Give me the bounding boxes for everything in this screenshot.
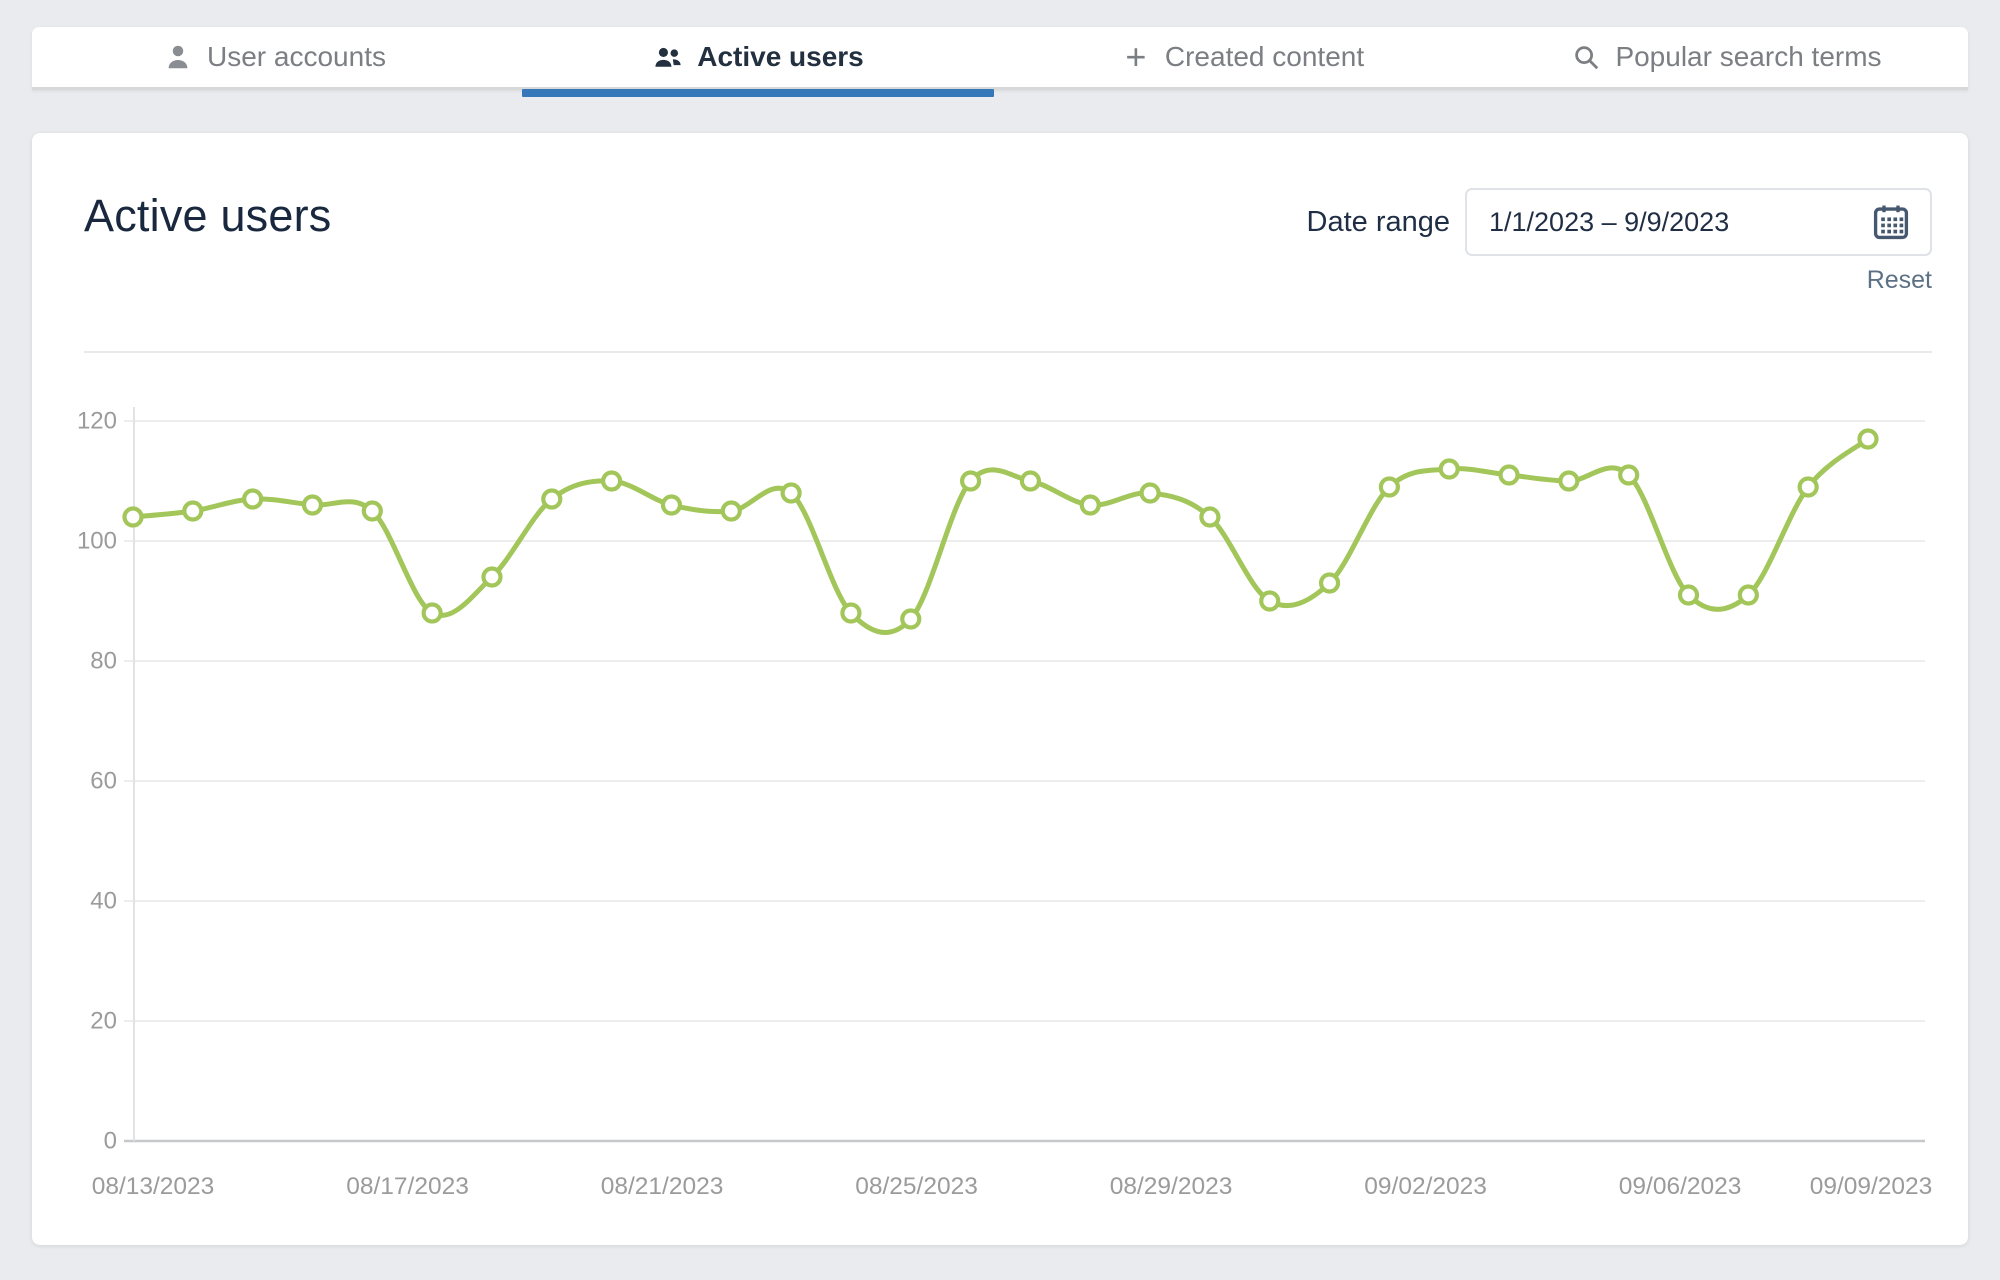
data-point[interactable] <box>421 602 443 624</box>
data-point[interactable] <box>1139 482 1161 504</box>
date-range-input[interactable]: 1/1/2023 – 9/9/2023 <box>1465 188 1932 256</box>
active-users-line-chart: 0 20 40 60 80 100 120 08/13/2023 08/17/2023 08/21… <box>77 407 1933 1200</box>
search-icon <box>1570 41 1602 73</box>
data-point[interactable] <box>1797 476 1819 498</box>
calendar-icon[interactable] <box>1870 201 1912 243</box>
tab-label: Created content <box>1164 41 1365 72</box>
y-axis-tick-label: 80 <box>90 648 117 675</box>
page-title: Active users <box>84 190 332 241</box>
data-point[interactable] <box>361 500 383 522</box>
x-axis-tick-label: 09/06/2023 <box>1619 1173 1742 1200</box>
data-point[interactable] <box>1498 464 1520 486</box>
y-axis-tick-label: 120 <box>77 408 117 435</box>
data-point[interactable] <box>900 608 922 630</box>
data-point[interactable] <box>1737 584 1759 606</box>
tab-created-content[interactable]: + Created content <box>1000 27 1484 87</box>
data-point[interactable] <box>481 566 503 588</box>
x-axis-tick-label: 09/02/2023 <box>1364 1173 1487 1200</box>
data-point[interactable] <box>840 602 862 624</box>
analytics-tabbar: User accounts Active users + Created con… <box>32 27 1968 97</box>
data-point[interactable] <box>1378 476 1400 498</box>
data-point[interactable] <box>1438 458 1460 480</box>
data-point[interactable] <box>541 488 563 510</box>
tab-popular-search-terms[interactable]: Popular search terms <box>1484 27 1968 87</box>
data-point[interactable] <box>1199 506 1221 528</box>
x-axis-tick-label: 08/29/2023 <box>1110 1173 1233 1200</box>
x-axis-tick-label: 08/13/2023 <box>92 1173 215 1200</box>
y-axis-tick-label: 0 <box>104 1128 117 1155</box>
tab-active-users[interactable]: Active users <box>516 27 1000 97</box>
data-point[interactable] <box>959 470 982 492</box>
y-axis-tick-label: 40 <box>90 888 117 915</box>
data-point[interactable] <box>1079 494 1101 516</box>
data-point[interactable] <box>780 482 802 504</box>
tab-label: Active users <box>697 41 864 72</box>
data-point[interactable] <box>182 500 204 522</box>
tab-label: User accounts <box>207 41 386 72</box>
data-point[interactable] <box>601 470 623 492</box>
y-axis-tick-label: 100 <box>77 528 117 555</box>
data-point[interactable] <box>660 494 683 516</box>
user-icon <box>162 41 194 73</box>
date-range-value: 1/1/2023 – 9/9/2023 <box>1489 206 1730 237</box>
data-point[interactable] <box>1677 584 1700 606</box>
x-axis-tick-label: 08/17/2023 <box>346 1173 469 1200</box>
header-divider <box>84 351 1932 353</box>
x-axis-tick-label: 09/09/2023 <box>1810 1173 1933 1200</box>
data-point[interactable] <box>1618 464 1640 486</box>
tab-user-accounts[interactable]: User accounts <box>32 27 516 87</box>
tab-label: Popular search terms <box>1615 41 1882 72</box>
data-point[interactable] <box>1259 590 1281 612</box>
active-users-series-line <box>130 436 1871 635</box>
active-users-panel <box>32 133 1968 1245</box>
x-axis-tick-label: 08/21/2023 <box>601 1173 724 1200</box>
reset-button[interactable]: Reset <box>1866 266 1932 294</box>
plus-icon: + <box>1125 36 1147 77</box>
date-range-label: Date range <box>1306 206 1451 238</box>
data-point[interactable] <box>1019 470 1042 492</box>
data-point[interactable] <box>720 500 742 522</box>
data-point[interactable] <box>1318 572 1341 594</box>
x-axis-tick-label: 08/25/2023 <box>855 1173 978 1200</box>
data-point[interactable] <box>1857 428 1879 450</box>
data-point[interactable] <box>301 494 324 516</box>
data-point[interactable] <box>122 506 144 528</box>
data-point[interactable] <box>242 488 264 510</box>
y-axis-tick-label: 60 <box>90 768 117 795</box>
y-axis-tick-label: 20 <box>90 1008 117 1035</box>
users-icon <box>652 41 684 73</box>
data-point[interactable] <box>1558 470 1580 492</box>
